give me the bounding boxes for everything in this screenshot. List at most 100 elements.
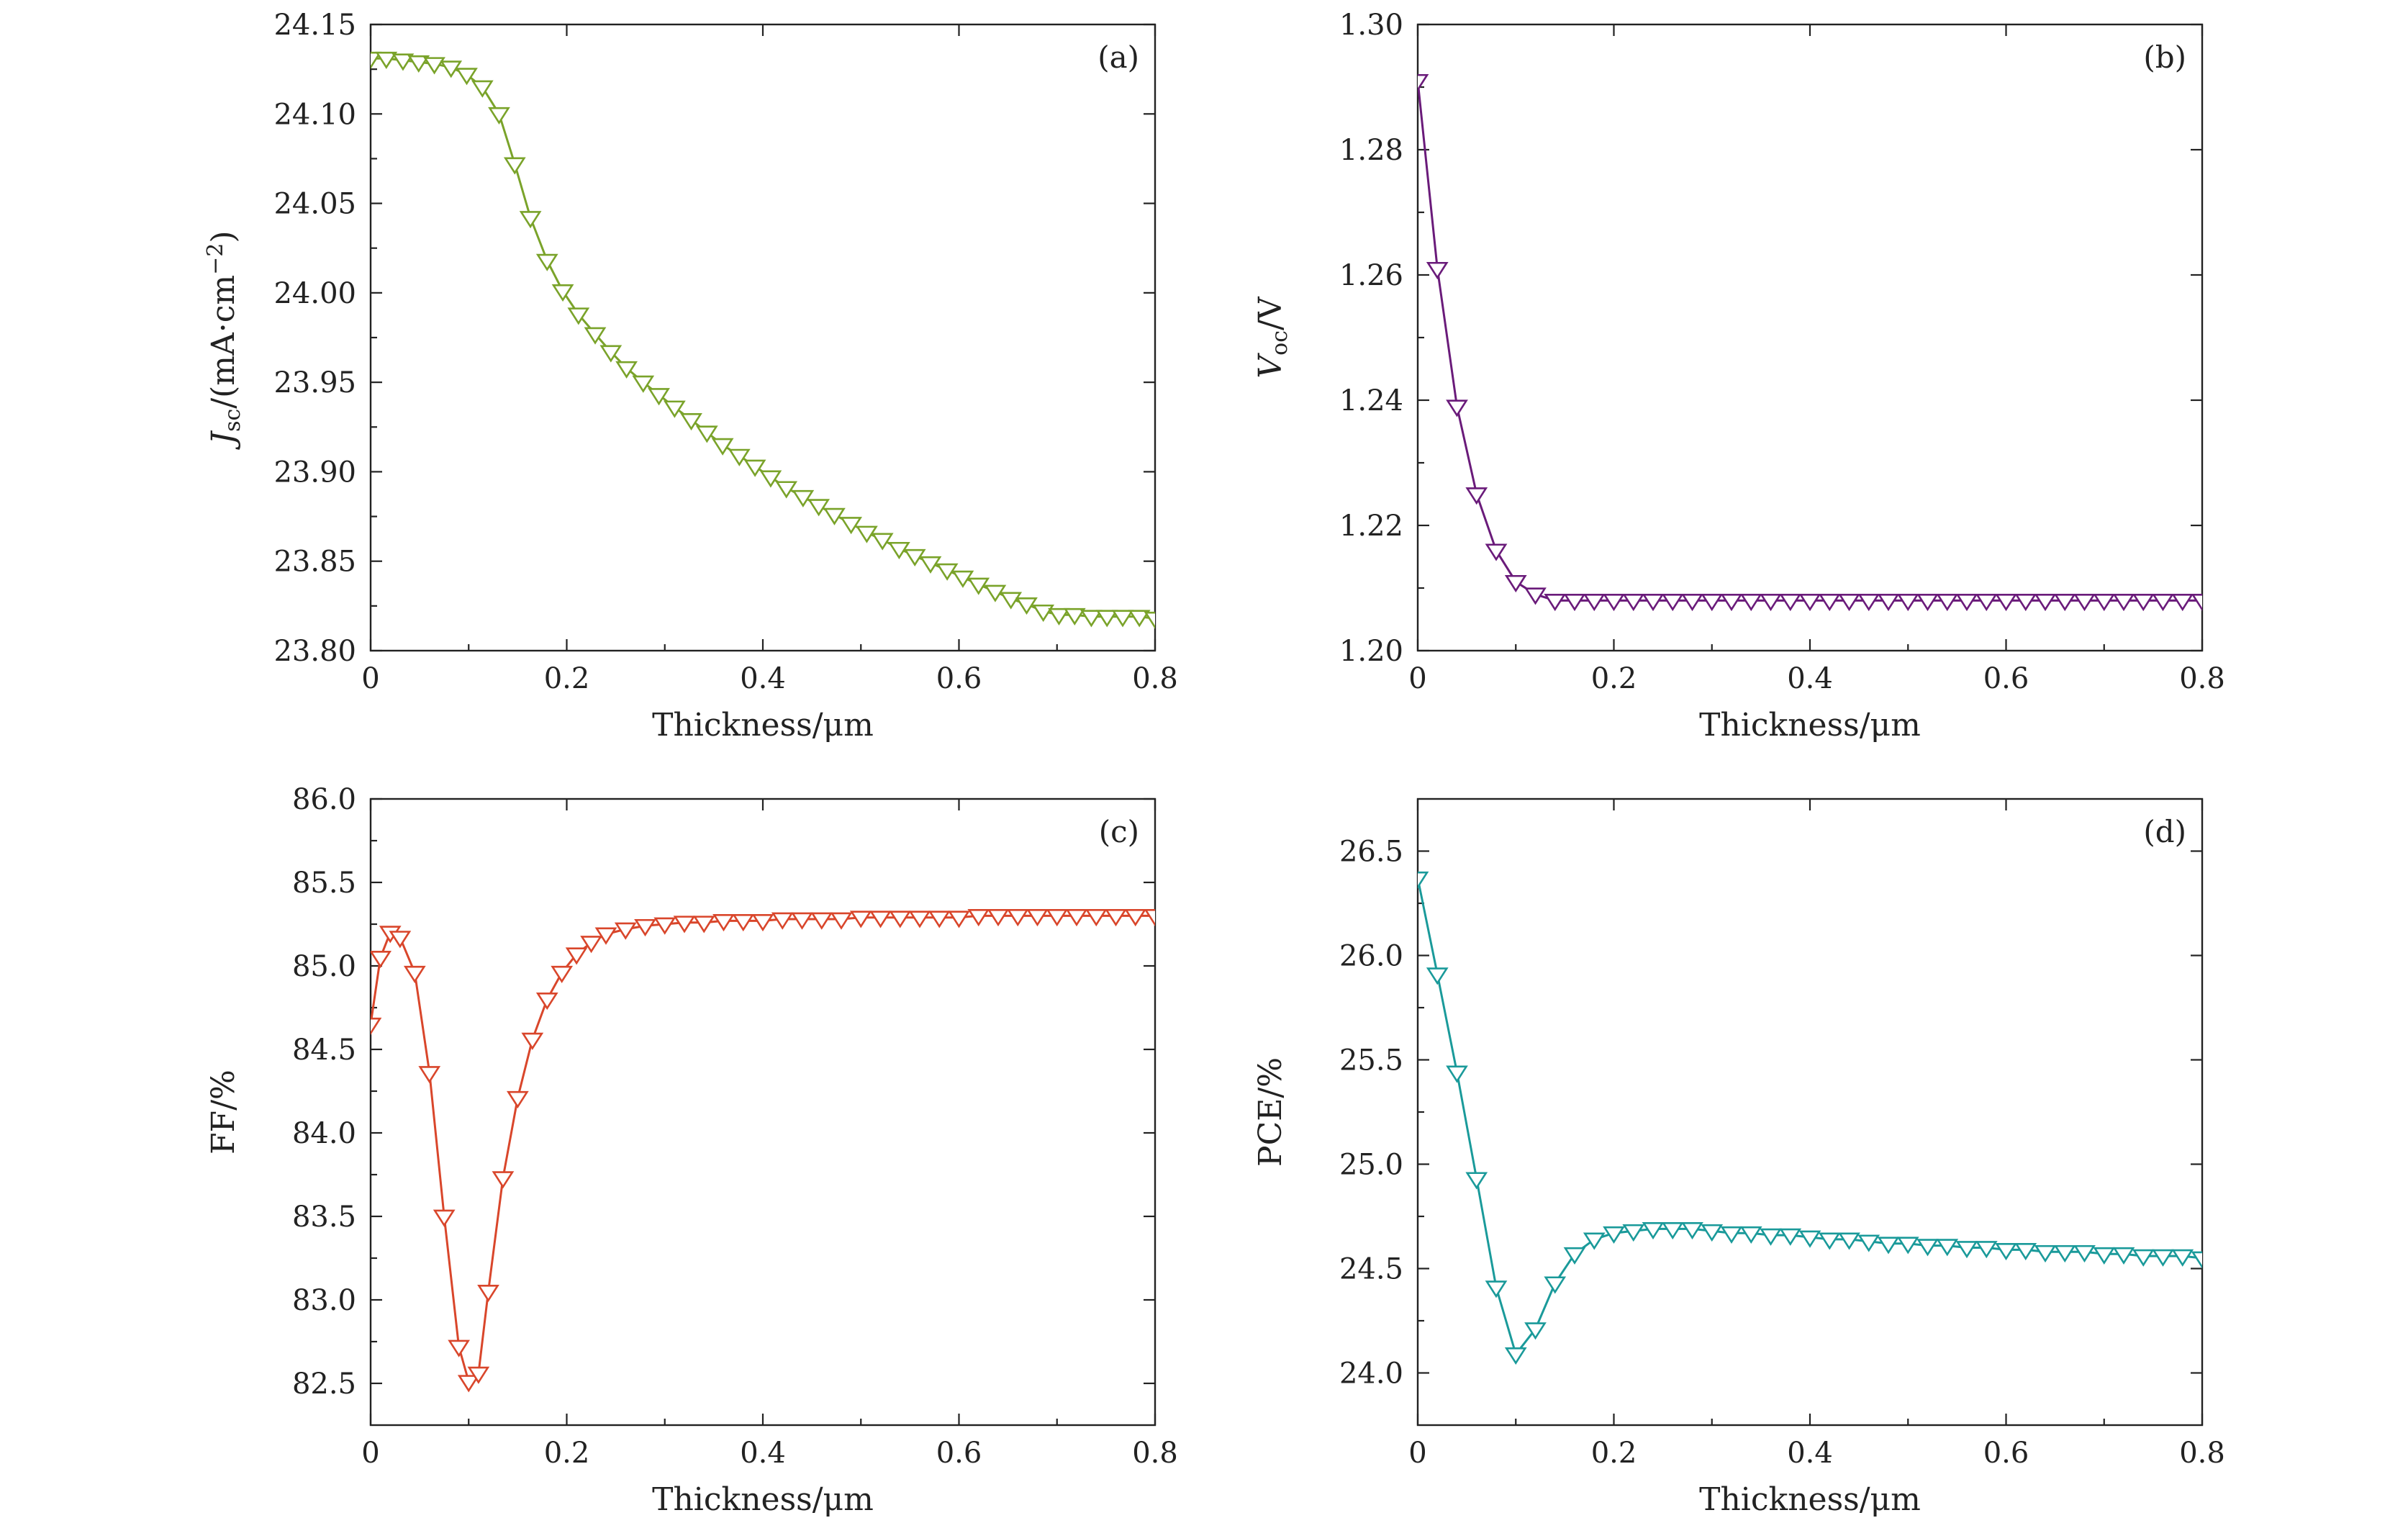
y-tick-label-d: 25.0	[1339, 1149, 1403, 1182]
data-point-b	[1465, 487, 1488, 505]
data-point-d	[1798, 1230, 1821, 1248]
data-point-c	[771, 912, 794, 930]
data-point-a	[664, 400, 686, 418]
data-point-d	[1936, 1239, 1959, 1257]
data-point-c	[830, 912, 853, 930]
data-point-a	[728, 448, 751, 466]
data-point-c	[467, 1366, 490, 1384]
data-point-d	[1465, 1172, 1488, 1190]
data-point-d	[1603, 1226, 1625, 1244]
data-point-a	[792, 489, 815, 507]
data-point-c	[535, 993, 558, 1011]
data-point-b	[1563, 594, 1586, 612]
y-tick-label-c: 85.5	[292, 867, 356, 900]
data-point-d	[1955, 1241, 1978, 1259]
x-tick-label-c: 0	[361, 1437, 379, 1470]
data-point-b	[1857, 594, 1880, 612]
panel-label-b: (b)	[2143, 40, 2186, 75]
panel-label-c: (c)	[1099, 814, 1139, 849]
data-point-b	[1720, 594, 1743, 612]
data-point-a	[488, 107, 510, 125]
data-point-c	[403, 965, 426, 984]
data-point-a	[1128, 610, 1151, 628]
data-point-d	[2034, 1244, 2057, 1263]
data-point-c	[889, 910, 912, 928]
data-point-d	[1504, 1347, 1527, 1365]
data-point-a	[984, 584, 1007, 602]
series-group-b	[1418, 73, 2202, 612]
data-point-c	[1046, 909, 1069, 927]
data-point-a	[919, 556, 942, 574]
y-tick-label-c: 83.0	[292, 1284, 356, 1317]
panel-b: 0 0.2 0.4 0.6 0.8 1.20 1.22 1.24 1.26 1.28 1.30 Thi…	[1252, 9, 2225, 744]
data-point-d	[1622, 1224, 1645, 1242]
plot-frame-c	[369, 797, 1157, 1427]
data-point-d	[1544, 1276, 1567, 1294]
x-tick-label-d: 0.2	[1591, 1437, 1637, 1470]
y-tick-label-d: 26.5	[1339, 836, 1403, 869]
data-point-d	[1779, 1228, 1802, 1246]
y-axis-title-a: Jsc/(mA·cm−2)	[203, 230, 245, 450]
data-point-b	[1661, 594, 1684, 612]
x-axis-title-d: Thickness/μm	[1699, 1481, 1921, 1518]
data-point-a	[535, 253, 558, 271]
data-point-d	[1896, 1237, 1919, 1255]
data-point-c	[692, 916, 715, 934]
data-point-a	[711, 438, 734, 456]
data-point-a	[1000, 592, 1023, 610]
data-point-d	[1975, 1241, 1998, 1259]
y-tick-label-a: 24.00	[273, 277, 356, 310]
data-point-b	[1779, 594, 1802, 612]
data-point-a	[888, 541, 910, 560]
data-point-a	[903, 548, 926, 567]
data-point-b	[2034, 594, 2057, 612]
data-point-d	[1760, 1228, 1782, 1246]
data-point-c	[634, 918, 656, 937]
data-point-a	[599, 345, 623, 363]
data-point-b	[1916, 594, 1939, 612]
data-point-a	[1048, 607, 1070, 626]
data-point-d	[1426, 967, 1449, 985]
panel-label-a: (a)	[1097, 40, 1139, 75]
data-point-c	[1026, 909, 1049, 927]
data-point-c	[653, 917, 676, 935]
data-point-c	[492, 1171, 515, 1189]
x-axis-title-a: Thickness/μm	[652, 707, 874, 744]
data-point-c	[987, 909, 1010, 927]
y-axis-title-b: Voc/V	[1252, 296, 1293, 378]
data-point-b	[1603, 594, 1625, 612]
plot-frame-b	[1416, 23, 2204, 652]
data-point-d	[1661, 1222, 1684, 1240]
data-point-a	[503, 157, 526, 175]
data-point-d	[2073, 1244, 2096, 1263]
data-point-c	[371, 1017, 382, 1035]
y-tick-label-c: 84.5	[292, 1034, 356, 1067]
x-tick-label-a: 0.4	[740, 662, 786, 695]
data-point-a	[936, 563, 959, 581]
x-tick-label-c: 0.8	[1132, 1437, 1178, 1470]
data-point-b	[1818, 594, 1841, 612]
data-point-d	[1642, 1222, 1665, 1240]
data-point-c	[448, 1339, 470, 1357]
data-point-d	[1916, 1239, 1939, 1257]
data-point-a	[1015, 597, 1038, 615]
data-point-c	[580, 936, 602, 954]
series-line-c	[371, 914, 1155, 1383]
x-tick-label-d: 0.4	[1787, 1437, 1833, 1470]
y-tick-label-b: 1.24	[1339, 384, 1403, 417]
x-tick-label-b: 0.6	[1983, 662, 2029, 695]
x-tick-label-b: 0.2	[1591, 662, 1637, 695]
data-point-d	[1485, 1280, 1508, 1298]
data-point-b	[2112, 594, 2135, 612]
x-tick-label-d: 0.8	[2179, 1437, 2225, 1470]
x-tick-label-b: 0	[1408, 662, 1426, 695]
data-point-a	[456, 68, 478, 86]
data-point-a	[407, 55, 430, 73]
data-point-b	[1504, 574, 1527, 593]
data-point-d	[1583, 1232, 1606, 1250]
data-point-d	[1818, 1232, 1841, 1250]
data-point-c	[1085, 909, 1108, 927]
y-tick-label-b: 1.26	[1339, 259, 1403, 292]
data-point-c	[673, 916, 696, 934]
data-point-d	[1681, 1222, 1703, 1240]
